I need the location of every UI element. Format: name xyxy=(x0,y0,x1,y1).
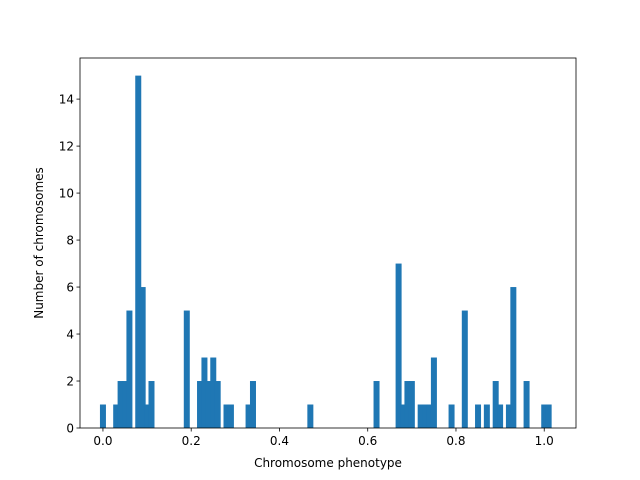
bar xyxy=(148,381,155,428)
bar xyxy=(510,287,517,428)
x-axis: 0.0 0.2 0.4 0.6 0.8 1.0 xyxy=(93,428,554,448)
y-tick-label: 0 xyxy=(66,422,74,436)
bar xyxy=(541,404,548,428)
bar xyxy=(227,404,234,428)
bar xyxy=(144,404,151,428)
bar xyxy=(183,310,190,428)
bar xyxy=(523,381,530,428)
y-axis-label: Number of chromosomes xyxy=(32,167,46,319)
bar xyxy=(417,404,424,428)
bar xyxy=(307,404,314,428)
bar xyxy=(430,357,437,428)
bar xyxy=(223,404,230,428)
bar xyxy=(205,381,212,428)
bar xyxy=(201,357,208,428)
y-tick-label: 4 xyxy=(66,328,74,342)
x-tick-label: 0.2 xyxy=(182,434,201,448)
y-tick-label: 14 xyxy=(59,93,74,107)
bar xyxy=(505,404,512,428)
bar xyxy=(126,310,133,428)
y-tick-label: 10 xyxy=(59,187,74,201)
x-tick-label: 0.6 xyxy=(358,434,377,448)
y-tick-label: 12 xyxy=(59,140,74,154)
bar xyxy=(113,404,120,428)
bar xyxy=(249,381,256,428)
bar xyxy=(135,75,142,429)
bar xyxy=(422,404,429,428)
plot-frame xyxy=(79,57,577,429)
bar xyxy=(400,404,407,428)
x-tick-label: 0.8 xyxy=(446,434,465,448)
bar xyxy=(448,404,455,428)
bar xyxy=(497,404,504,428)
bar xyxy=(408,381,415,428)
bar xyxy=(99,404,106,428)
x-tick-label: 0.4 xyxy=(270,434,289,448)
bar xyxy=(404,381,411,428)
bar xyxy=(214,381,221,428)
bar xyxy=(492,381,499,428)
y-tick-label: 2 xyxy=(66,375,74,389)
y-tick-label: 6 xyxy=(66,281,74,295)
bar xyxy=(373,381,380,428)
y-axis: 0 2 4 6 8 10 12 14 xyxy=(59,93,80,436)
x-tick-label: 1.0 xyxy=(535,434,554,448)
bar xyxy=(395,263,402,428)
bar xyxy=(483,404,490,428)
bars xyxy=(99,75,552,429)
y-tick-label: 8 xyxy=(66,234,74,248)
x-tick-label: 0.0 xyxy=(93,434,112,448)
bar xyxy=(461,310,468,428)
bar xyxy=(122,381,129,428)
bar xyxy=(197,381,204,428)
bar xyxy=(545,404,552,428)
bar xyxy=(117,381,124,428)
bar xyxy=(475,404,482,428)
x-axis-label: Chromosome phenotype xyxy=(254,456,402,470)
bar xyxy=(139,287,146,428)
bar xyxy=(210,357,217,428)
bar xyxy=(245,404,252,428)
bar xyxy=(426,404,433,428)
